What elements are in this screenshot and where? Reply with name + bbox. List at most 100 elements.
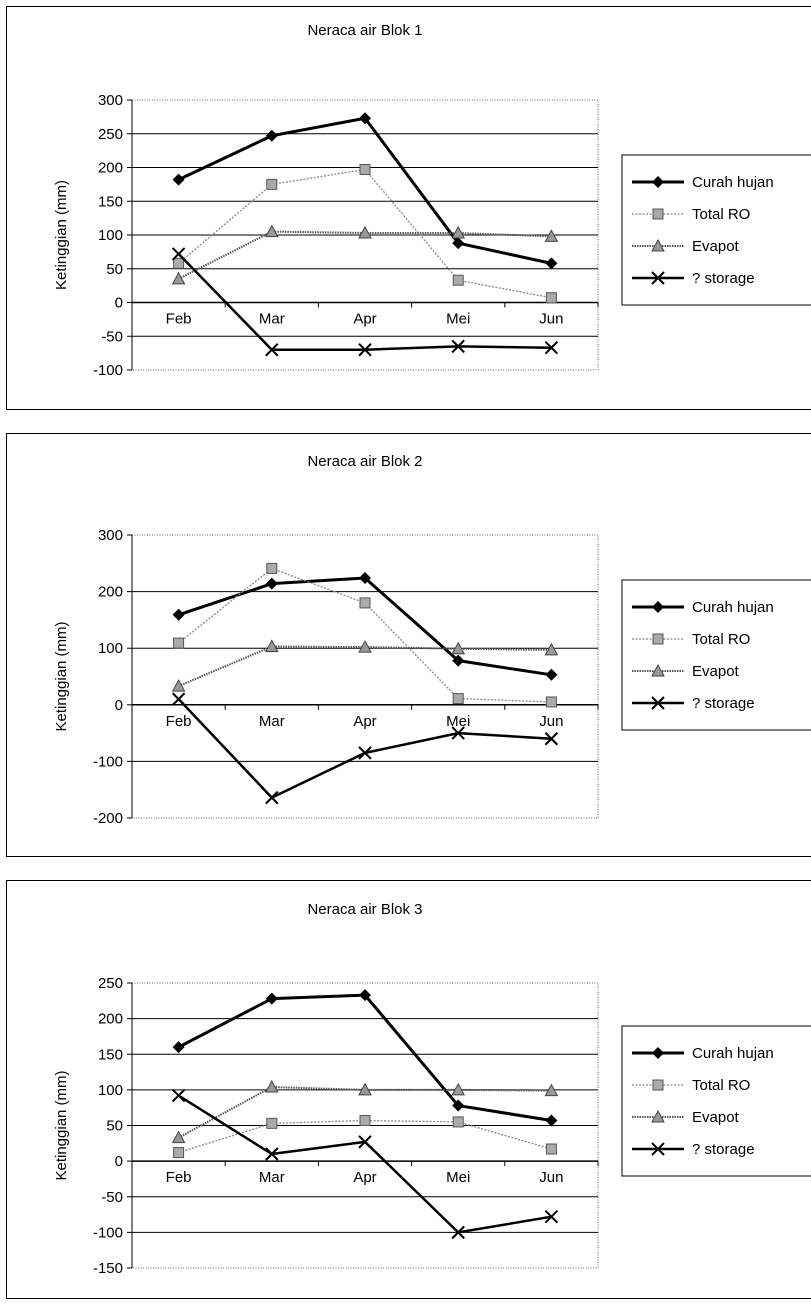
legend-label: ? storage <box>692 1141 755 1158</box>
series-line-2 <box>178 567 552 703</box>
y-tick-label: 0 <box>115 697 123 714</box>
legend-marker <box>651 696 665 710</box>
x-tick-label: Apr <box>353 311 376 328</box>
legend-label: ? storage <box>692 270 755 287</box>
series-line-3 <box>178 1086 552 1139</box>
x-tick-label: Mei <box>446 713 470 730</box>
chart-2: Neraca air Blok 2 300 200 100 0 -100 -200 Feb Ma… <box>53 453 811 827</box>
data-point <box>544 229 559 242</box>
data-point <box>172 608 185 621</box>
y-tick-label: 150 <box>98 1046 123 1063</box>
y-tick-label: 250 <box>98 126 123 143</box>
x-tick-label: Apr <box>353 1169 376 1186</box>
legend-marker <box>651 1109 665 1123</box>
y-tick-label: 0 <box>115 295 123 312</box>
legend-label: Evapot <box>692 238 740 255</box>
legend: Curah hujan Total RO Evapot ? storage <box>621 154 811 306</box>
chart-panel-2 <box>6 433 811 857</box>
data-point <box>451 1082 466 1096</box>
data-point <box>452 274 464 286</box>
legend-label: Evapot <box>692 1109 740 1126</box>
legend-marker <box>651 663 665 677</box>
x-tick-label: Jun <box>539 1169 563 1186</box>
legend-label: Total RO <box>692 206 750 223</box>
legend-box <box>621 1025 811 1177</box>
legend-box <box>621 154 811 306</box>
data-point <box>171 679 186 692</box>
data-point <box>171 1130 186 1144</box>
data-point <box>173 1147 185 1159</box>
data-point <box>265 343 279 357</box>
chart-title: Neraca air Blok 3 <box>307 901 422 918</box>
series-line-2 <box>178 168 552 299</box>
data-point <box>359 112 371 125</box>
legend-label: Curah hujan <box>692 599 774 616</box>
y-tick-label: 50 <box>106 261 123 278</box>
data-point <box>544 1209 559 1224</box>
data-point <box>266 562 278 574</box>
data-point <box>171 692 186 706</box>
data-point <box>358 640 372 653</box>
data-point <box>264 1079 279 1093</box>
data-point <box>451 225 466 239</box>
legend-label: Curah hujan <box>692 1045 774 1062</box>
legend-marker <box>652 176 664 188</box>
x-tick-label: Feb <box>166 1169 192 1186</box>
x-tick-label: Mei <box>446 311 470 328</box>
data-point <box>452 654 465 667</box>
chart-panel-1 <box>6 6 811 410</box>
data-point <box>544 642 559 656</box>
x-tick-label: Apr <box>353 713 376 730</box>
plot-area <box>131 534 599 819</box>
x-tick-label: Feb <box>166 713 192 730</box>
data-point <box>265 1147 279 1161</box>
data-point <box>358 746 372 760</box>
data-point <box>172 173 185 186</box>
series-line-1 <box>177 993 552 1122</box>
chart-title: Neraca air Blok 2 <box>307 453 422 470</box>
data-point <box>171 271 186 285</box>
data-point <box>544 732 559 746</box>
y-tick-label: -50 <box>101 328 123 345</box>
chart-title: Neraca air Blok 1 <box>307 22 422 39</box>
data-point <box>358 225 372 239</box>
data-point <box>452 693 464 705</box>
legend-label: Total RO <box>692 631 750 648</box>
y-axis-label: Ketinggian (mm) <box>53 1070 70 1180</box>
x-tick-label: Jun <box>539 713 563 730</box>
series-line-1 <box>178 576 552 677</box>
data-point <box>545 292 557 304</box>
legend: Curah hujan Total RO Evapot ? storage <box>621 579 811 731</box>
y-tick-label: -100 <box>93 362 123 379</box>
chart-panel-3 <box>6 880 811 1299</box>
data-point <box>452 237 465 250</box>
y-tick-label: -200 <box>93 810 123 827</box>
legend-label: Evapot <box>692 663 740 680</box>
x-tick-label: Mar <box>259 713 285 730</box>
data-point <box>452 1099 465 1112</box>
data-point <box>266 1117 278 1129</box>
legend-marker <box>652 1079 664 1091</box>
x-tick-label: Feb <box>166 311 192 328</box>
data-point <box>173 257 185 269</box>
data-point <box>171 247 186 261</box>
legend-marker <box>652 601 664 613</box>
data-point <box>358 1135 372 1149</box>
data-point <box>265 129 278 142</box>
data-point <box>359 989 371 1002</box>
data-point <box>264 224 279 238</box>
legend-box <box>621 579 811 731</box>
data-point <box>545 696 557 708</box>
data-point <box>358 343 372 357</box>
data-point <box>359 597 371 609</box>
y-tick-label: 300 <box>98 527 123 544</box>
y-tick-label: 100 <box>98 1082 123 1099</box>
legend-marker <box>651 271 665 285</box>
x-tick-label: Mar <box>259 311 285 328</box>
data-point <box>451 1225 465 1240</box>
x-tick-label: Jun <box>539 311 563 328</box>
x-tick-label: Mar <box>259 1169 285 1186</box>
data-point <box>451 339 465 354</box>
data-point <box>358 1082 372 1096</box>
